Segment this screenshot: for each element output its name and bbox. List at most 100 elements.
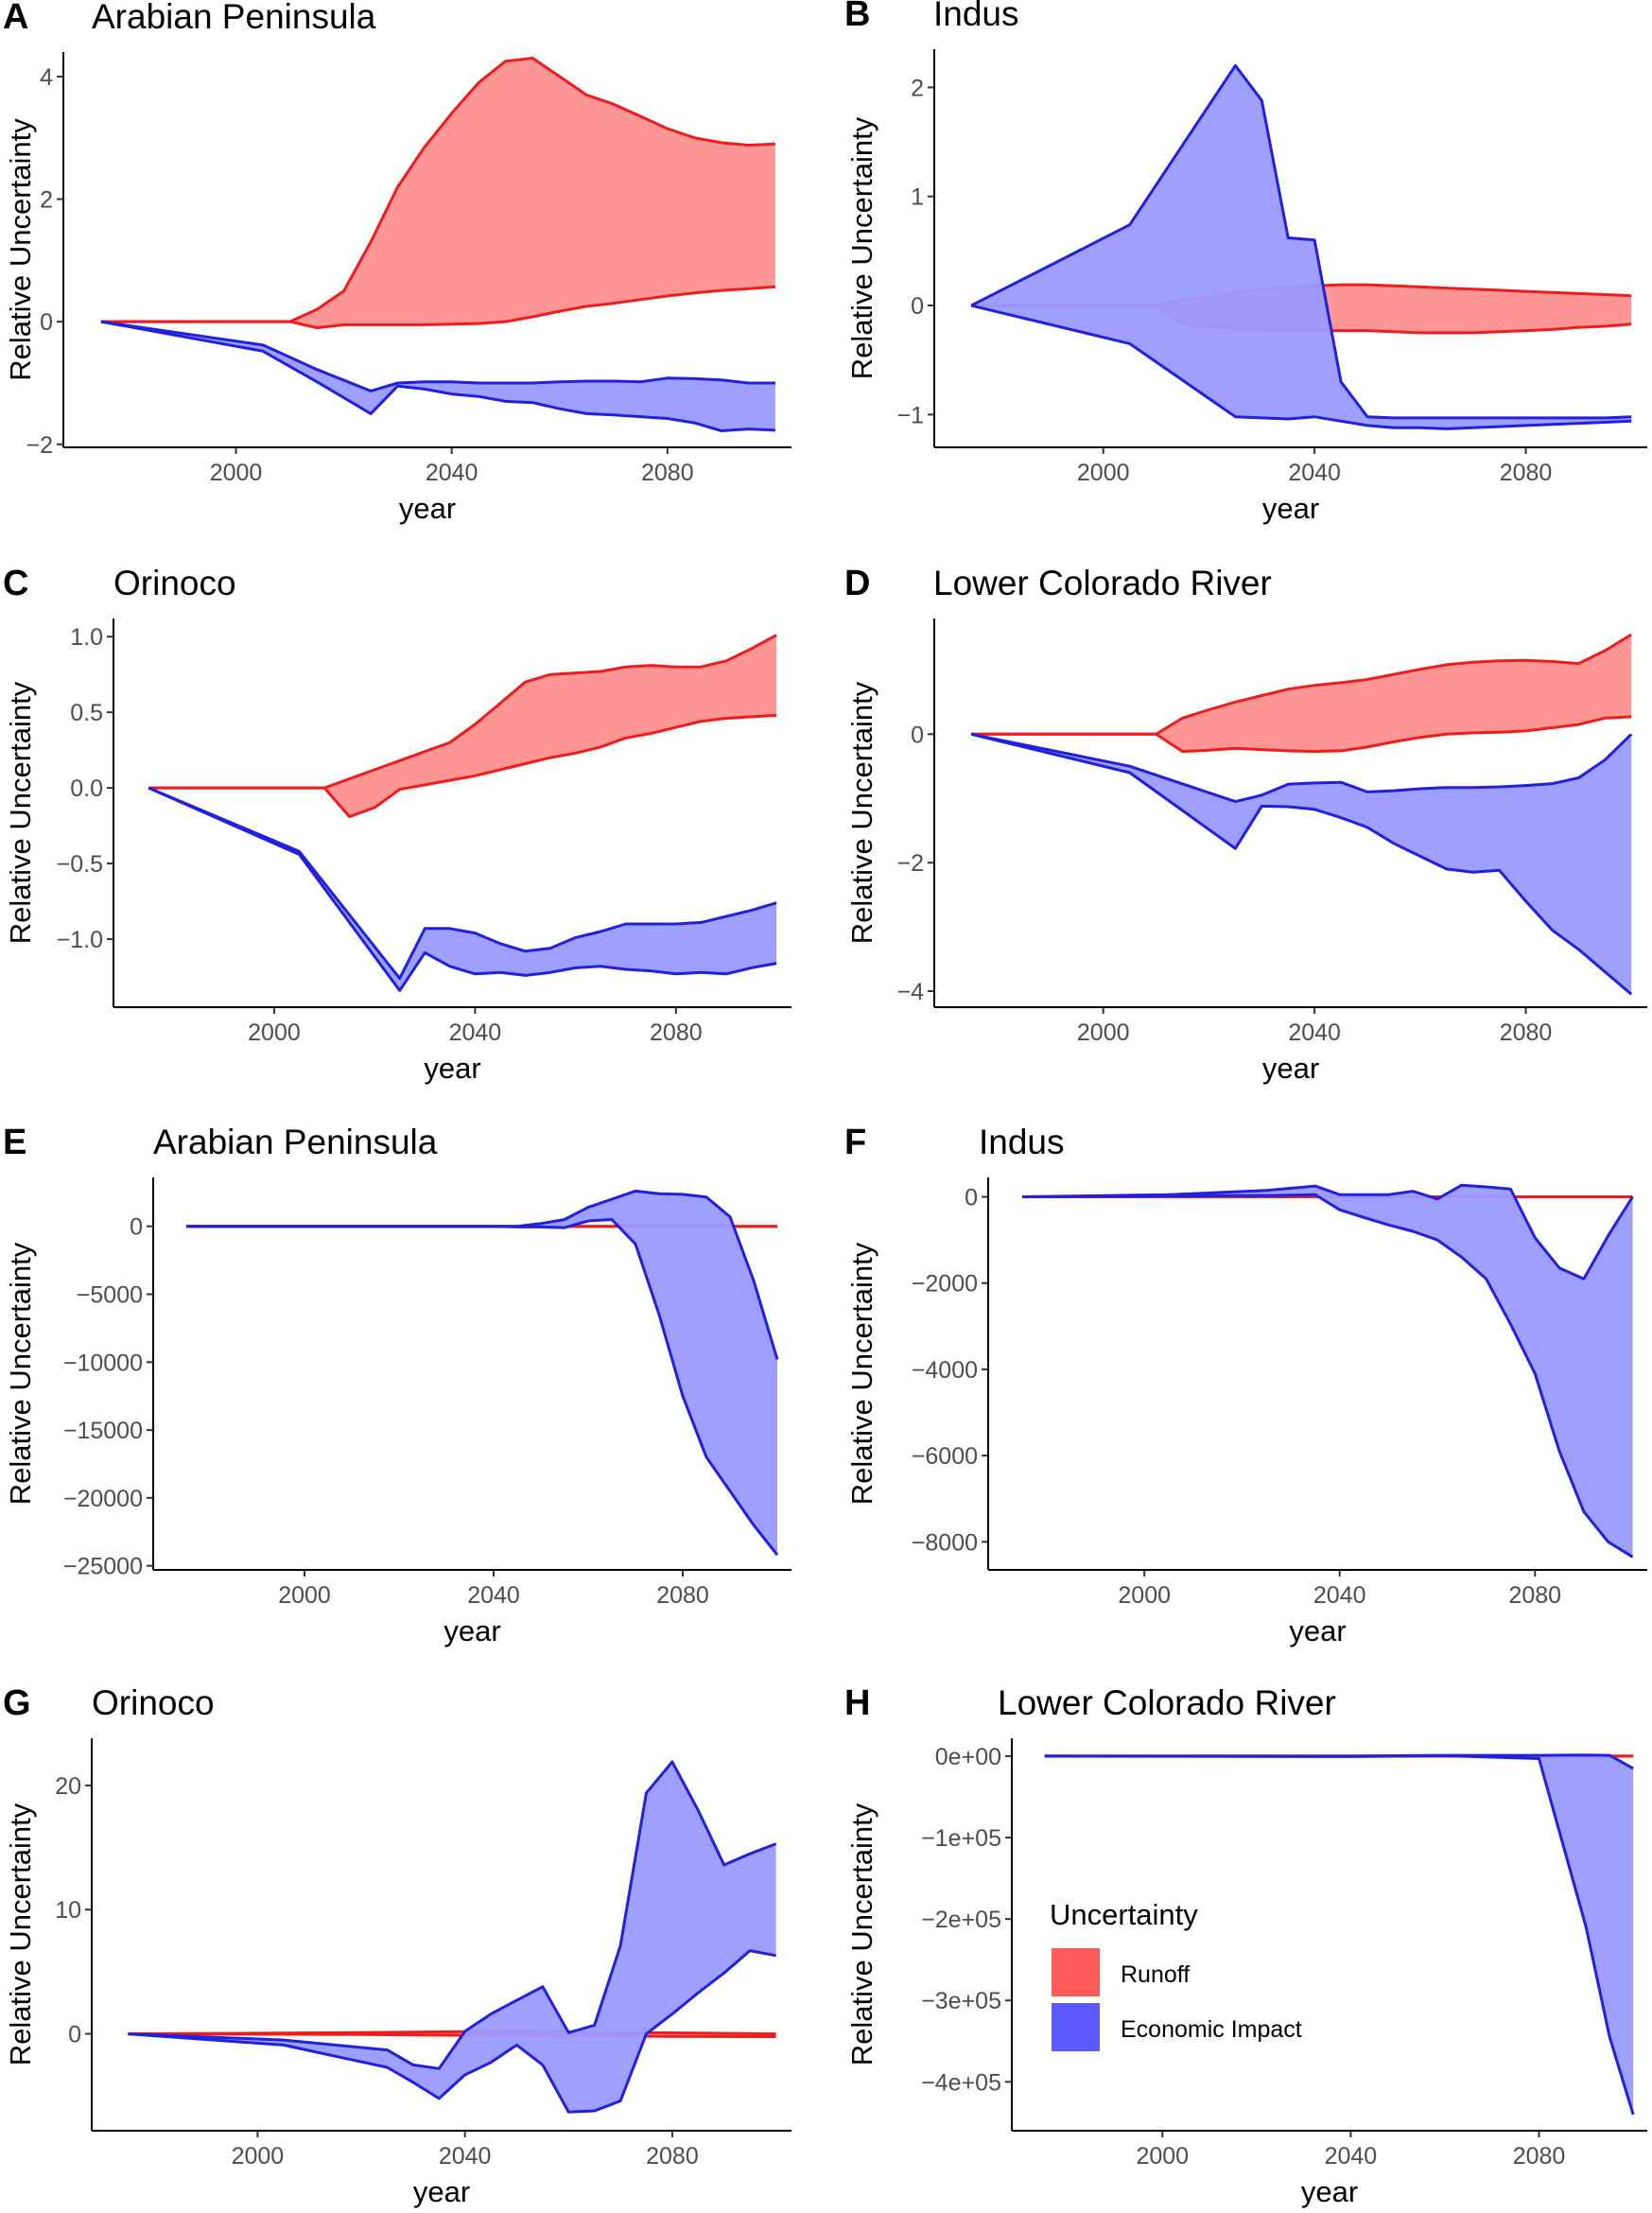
x-tick-label: 2000	[278, 1582, 331, 1609]
x-tick-label: 2080	[1500, 1019, 1553, 1046]
y-axis-title: Relative Uncertainty	[845, 1803, 878, 2065]
y-tick-label: 0	[911, 722, 924, 748]
economic-impact-lower-line	[970, 304, 1632, 430]
x-tick-label: 2000	[210, 460, 263, 486]
y-tick-label: 20	[55, 1773, 81, 1800]
y-tick-label: 1.0	[70, 624, 103, 651]
panel-letter: G	[3, 1683, 31, 1723]
x-tick-label: 2040	[426, 460, 478, 486]
x-tick-label: 2000	[1136, 2143, 1189, 2169]
legend-label-economic-impact: Economic Impact	[1121, 2016, 1302, 2043]
y-axis-title: Relative Uncertainty	[4, 681, 37, 944]
x-tick-label: 2080	[650, 1019, 703, 1046]
y-tick-label: −2	[26, 432, 53, 459]
panel-letter: E	[3, 1123, 26, 1162]
y-tick-label: −15000	[63, 1418, 143, 1444]
runoff-upper-line	[148, 634, 777, 790]
y-tick-label: −3e+05	[921, 1988, 1001, 2014]
legend-label-runoff: Runoff	[1121, 1961, 1190, 1988]
x-tick-label: 2000	[1077, 460, 1130, 486]
y-axis-title: Relative Uncertainty	[4, 1242, 37, 1505]
y-tick-label: 4	[40, 64, 53, 91]
x-axis-title: year	[443, 1614, 500, 1647]
y-tick-label: −10000	[63, 1350, 143, 1376]
economic-impact-upper-line	[970, 732, 1633, 804]
economic-impact-lower-line	[100, 320, 775, 432]
economic-impact-band	[128, 1762, 776, 2113]
panel-title: Lower Colorado River	[998, 1683, 1336, 1722]
x-axis-title: year	[399, 492, 456, 525]
x-tick-label: 2040	[1288, 460, 1341, 486]
x-tick-label: 2080	[641, 460, 694, 486]
panel-f: F Indus 2000 2040 2080 −8000 −6000 −4000 −2000 0 y…	[844, 1123, 1647, 1647]
x-axis-title: year	[1262, 1052, 1319, 1085]
y-tick-label: 0	[965, 1185, 978, 1211]
panel-title: Indus	[933, 0, 1019, 33]
y-tick-label: 0	[40, 309, 53, 336]
y-tick-label: −6000	[912, 1443, 978, 1470]
y-tick-label: −1.0	[57, 927, 103, 953]
panel-letter: F	[844, 1123, 866, 1162]
x-tick-label: 2040	[449, 1019, 502, 1046]
y-tick-label: 0	[911, 293, 924, 320]
y-tick-label: 0e+00	[935, 1744, 1001, 1770]
panel-b: B Indus 2000 2040 2080 −1 0 1 2 year Relative Unce…	[844, 0, 1647, 525]
panel-title: Arabian Peninsula	[92, 0, 376, 36]
legend-swatch-runoff	[1052, 1948, 1100, 1996]
economic-impact-upper-line	[128, 1760, 777, 2070]
economic-impact-lower-line	[148, 786, 777, 992]
y-tick-label: −8000	[912, 1529, 978, 1556]
y-axis-title: Relative Uncertainty	[4, 1803, 37, 2065]
runoff-upper-line	[971, 633, 1632, 736]
y-tick-label: −25000	[63, 1554, 143, 1580]
y-tick-label: 0	[68, 2022, 81, 2048]
y-tick-label: −1e+05	[921, 1825, 1001, 1852]
panel-e: E Arabian Peninsula 2000 2040 2080 −25000 −200…	[3, 1123, 791, 1647]
panel-letter: B	[844, 0, 870, 34]
y-tick-label: −4	[896, 979, 924, 1005]
y-tick-label: 0.5	[70, 700, 103, 726]
economic-impact-lower-line	[1044, 1754, 1635, 2116]
y-tick-label: −2000	[912, 1271, 978, 1298]
economic-impact-lower-line	[186, 1218, 779, 1557]
panel-title: Orinoco	[113, 564, 236, 602]
economic-impact-upper-line	[970, 63, 1632, 420]
x-tick-label: 2040	[1325, 2143, 1378, 2169]
panel-letter: C	[3, 564, 28, 603]
panel-a: A Arabian Peninsula 2000 2040 2080 −2 0 2 4 year R…	[3, 0, 791, 525]
runoff-lower-line	[100, 285, 776, 330]
x-axis-title: year	[1301, 2175, 1358, 2208]
economic-impact-upper-line	[1022, 1183, 1634, 1281]
panel-d: D Lower Colorado River 2000 2040 2080 −4 −2 0 ye…	[844, 564, 1647, 1085]
legend: Uncertainty Runoff Economic Impact	[1050, 1898, 1302, 2051]
economic-impact-band	[971, 65, 1632, 429]
x-tick-label: 2040	[439, 2143, 492, 2169]
y-tick-label: 2	[40, 187, 53, 214]
panel-letter: A	[3, 0, 28, 37]
y-axis-title: Relative Uncertainty	[845, 681, 878, 944]
runoff-band	[148, 635, 777, 817]
y-tick-label: −4e+05	[921, 2069, 1001, 2096]
x-tick-label: 2000	[248, 1019, 301, 1046]
x-tick-label: 2040	[1288, 1019, 1341, 1046]
panel-letter: H	[844, 1683, 870, 1723]
panel-title: Lower Colorado River	[933, 564, 1272, 602]
runoff-upper-line	[100, 57, 775, 323]
runoff-lower-line	[971, 715, 1632, 754]
y-tick-label: 0	[130, 1214, 143, 1241]
x-tick-label: 2080	[656, 1582, 709, 1609]
panel-title: Orinoco	[92, 1683, 215, 1722]
y-tick-label: −5000	[77, 1281, 143, 1308]
x-tick-label: 2080	[1500, 460, 1553, 486]
x-tick-label: 2080	[1508, 1582, 1561, 1609]
panel-letter: D	[844, 564, 870, 603]
y-tick-label: −2	[896, 850, 924, 877]
x-tick-label: 2000	[1077, 1019, 1130, 1046]
runoff-band	[100, 58, 775, 328]
y-axis-title: Relative Uncertainty	[845, 1242, 878, 1505]
economic-impact-lower-line	[970, 732, 1633, 996]
economic-impact-band	[1044, 1754, 1634, 2115]
panel-title: Indus	[979, 1123, 1065, 1161]
y-tick-label: −1	[896, 402, 924, 428]
